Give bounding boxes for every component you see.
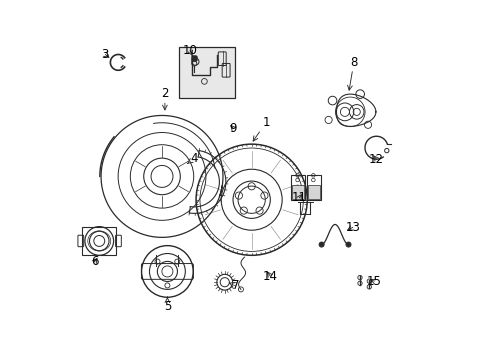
- Text: 15: 15: [366, 275, 381, 288]
- Text: 9: 9: [229, 122, 236, 135]
- Text: 1: 1: [253, 116, 269, 141]
- Text: 11: 11: [291, 192, 306, 204]
- Text: 5: 5: [163, 297, 171, 313]
- Text: 14: 14: [262, 270, 277, 283]
- FancyBboxPatch shape: [179, 47, 234, 98]
- Text: 7: 7: [229, 279, 239, 292]
- Text: 3: 3: [102, 48, 109, 61]
- Text: 12: 12: [368, 153, 383, 166]
- Text: 13: 13: [345, 221, 360, 234]
- Text: 2: 2: [161, 87, 168, 110]
- Text: 6: 6: [91, 255, 98, 268]
- Text: 8: 8: [347, 56, 357, 90]
- Text: 10: 10: [182, 44, 197, 57]
- FancyBboxPatch shape: [291, 185, 304, 199]
- Text: 4: 4: [187, 152, 198, 165]
- Circle shape: [319, 242, 324, 247]
- Circle shape: [346, 242, 350, 247]
- FancyBboxPatch shape: [307, 185, 319, 199]
